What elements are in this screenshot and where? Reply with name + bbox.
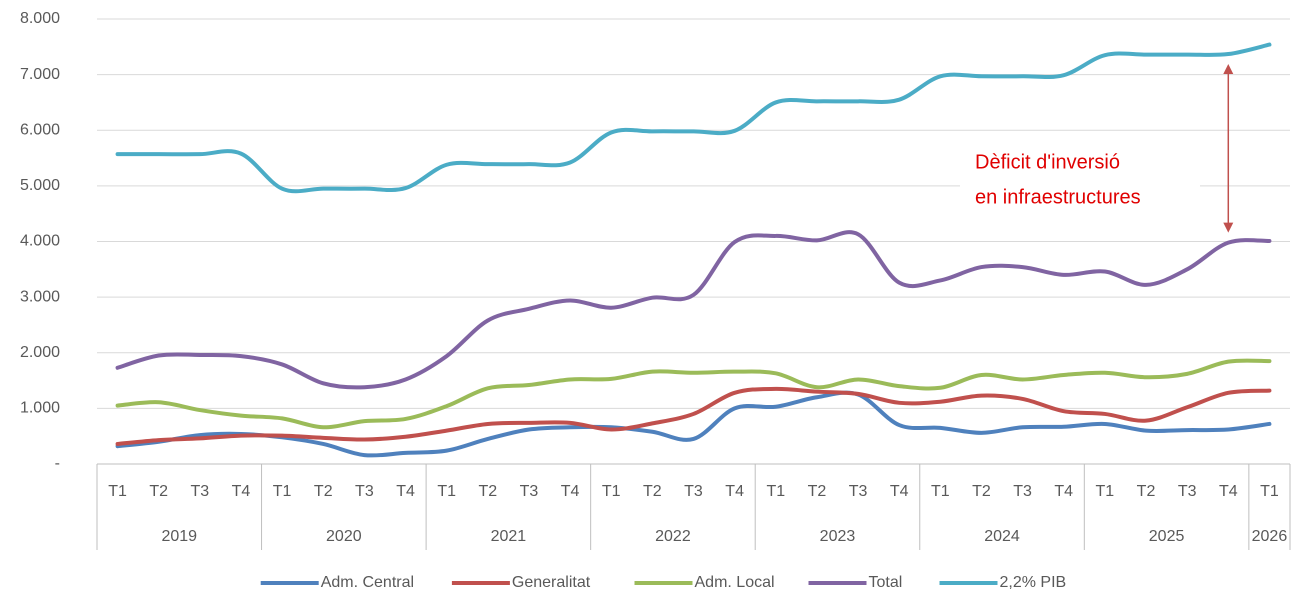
x-tick-label: T2 <box>149 483 168 500</box>
x-group-label: 2020 <box>326 528 362 545</box>
x-tick-label: T3 <box>849 483 868 500</box>
y-tick-label: 6.000 <box>20 121 60 138</box>
legend-label: Adm. Local <box>695 574 775 591</box>
x-tick-label: T2 <box>808 483 827 500</box>
x-group-label: 2021 <box>491 528 527 545</box>
y-tick-label: 8.000 <box>20 10 60 27</box>
series-line <box>115 386 1272 446</box>
y-tick-label: 7.000 <box>20 66 60 83</box>
x-tick-label: T4 <box>725 483 744 500</box>
series-line <box>115 230 1272 390</box>
x-group-label: 2024 <box>984 528 1020 545</box>
arrow-head <box>1223 222 1234 233</box>
y-tick-label: 3.000 <box>20 288 60 305</box>
x-tick-label: T2 <box>972 483 991 500</box>
x-group-label: 2019 <box>161 528 197 545</box>
x-tick-label: T3 <box>355 483 374 500</box>
annotation-box <box>960 140 1200 240</box>
x-tick-label: T3 <box>191 483 210 500</box>
x-tick-label: T4 <box>1054 483 1073 500</box>
series-line <box>115 42 1272 194</box>
y-tick-label: 4.000 <box>20 233 60 250</box>
x-group-label: 2022 <box>655 528 691 545</box>
x-tick-label: T4 <box>561 483 580 500</box>
y-tick-label: 5.000 <box>20 177 60 194</box>
x-tick-label: T1 <box>1096 483 1115 500</box>
x-tick-label: T1 <box>273 483 292 500</box>
x-group-label: 2025 <box>1149 528 1185 545</box>
x-tick-label: T4 <box>1219 483 1238 500</box>
y-tick-label: 1.000 <box>20 400 60 417</box>
x-tick-label: T4 <box>890 483 909 500</box>
y-tick-label: - <box>55 455 60 472</box>
x-tick-label: T2 <box>1137 483 1156 500</box>
x-tick-label: T3 <box>520 483 539 500</box>
x-tick-label: T4 <box>232 483 251 500</box>
x-tick-label: T1 <box>1260 483 1279 500</box>
x-tick-label: T4 <box>396 483 415 500</box>
x-tick-label: T1 <box>437 483 456 500</box>
series-line <box>115 390 1272 458</box>
x-group-label: 2026 <box>1252 528 1288 545</box>
x-tick-label: T2 <box>314 483 333 500</box>
x-tick-label: T1 <box>602 483 621 500</box>
x-tick-label: T1 <box>108 483 127 500</box>
x-tick-label: T3 <box>684 483 703 500</box>
arrow-head <box>1223 64 1234 75</box>
x-tick-label: T2 <box>478 483 497 500</box>
y-tick-label: 2.000 <box>20 344 60 361</box>
x-tick-label: T2 <box>643 483 662 500</box>
annotation-text: en infraestructures <box>975 186 1141 208</box>
x-tick-label: T1 <box>766 483 785 500</box>
x-tick-label: T3 <box>1178 483 1197 500</box>
legend-label: Generalitat <box>512 574 591 591</box>
x-group-label: 2023 <box>820 528 856 545</box>
x-tick-label: T1 <box>931 483 950 500</box>
annotation-text: Dèficit d'inversió <box>975 151 1120 173</box>
legend-label: Adm. Central <box>321 574 414 591</box>
x-tick-label: T3 <box>1013 483 1032 500</box>
legend-label: 2,2% PIB <box>1000 574 1067 591</box>
series-line <box>115 358 1272 430</box>
legend-label: Total <box>869 574 903 591</box>
